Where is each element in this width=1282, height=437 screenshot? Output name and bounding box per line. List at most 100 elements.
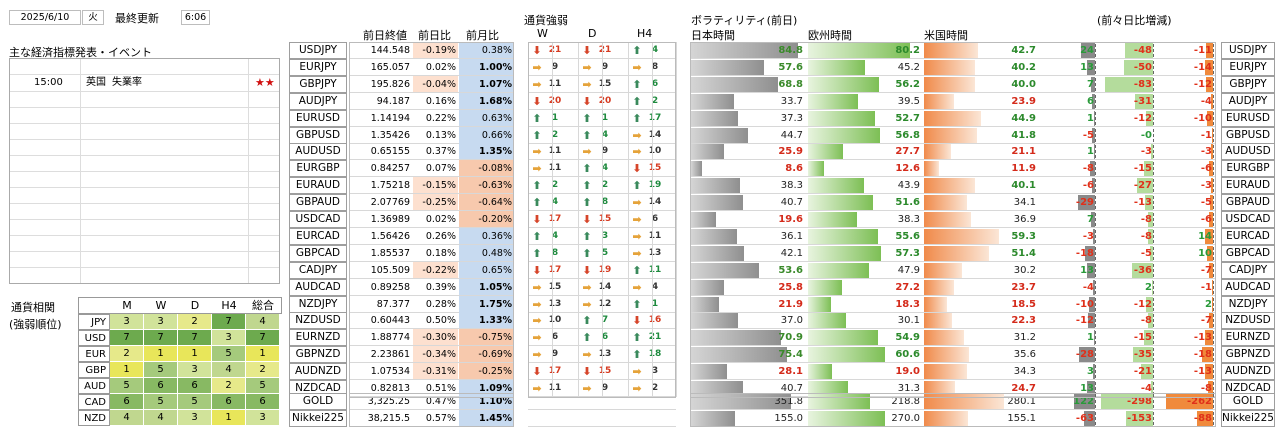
d2-bar xyxy=(1144,161,1153,176)
cell-divider xyxy=(552,245,553,262)
pair-label[interactable]: EURJPY xyxy=(289,59,347,76)
eu-bar xyxy=(808,94,858,109)
pair-label[interactable]: EURUSD xyxy=(289,110,347,127)
pair-label[interactable]: GBPJPY xyxy=(289,76,347,93)
jp-bar xyxy=(691,161,702,176)
d-arrow-icon: ⬆ xyxy=(582,179,592,192)
correlation-rank: 5 xyxy=(144,362,178,378)
jp-bar xyxy=(691,111,738,126)
day-change: 0.50% xyxy=(425,315,456,326)
pair-label-right[interactable]: Nikkei225 xyxy=(1221,410,1275,427)
pair-label[interactable]: EURAUD xyxy=(289,177,347,194)
cell-divider xyxy=(578,312,579,329)
cell-divider xyxy=(676,228,677,245)
pair-label-right[interactable]: GOLD xyxy=(1221,393,1275,410)
weekday-box: 火 xyxy=(82,10,104,25)
pair-label-right[interactable]: NZDJPY xyxy=(1221,296,1275,313)
pair-label-right[interactable]: NZDUSD xyxy=(1221,312,1275,329)
d2-value: -5 xyxy=(1140,248,1152,259)
correlation-rank: 1 xyxy=(246,346,280,362)
d3-axis xyxy=(1213,196,1214,209)
pair-label[interactable]: GBPNZD xyxy=(289,346,347,363)
d2-value: -8 xyxy=(1140,315,1152,326)
cell-divider xyxy=(602,380,603,397)
pair-label-right[interactable]: EURGBP xyxy=(1221,160,1275,177)
h-score: 14 xyxy=(648,197,662,207)
pair-label-right[interactable]: EURUSD xyxy=(1221,110,1275,127)
pair-label-right[interactable]: EURNZD xyxy=(1221,329,1275,346)
us-value: 40.0 xyxy=(1011,79,1036,90)
d1-axis xyxy=(1095,162,1096,175)
pair-label[interactable]: GBPUSD xyxy=(289,127,347,144)
w-score: 11 xyxy=(548,146,562,156)
d3-axis xyxy=(1213,213,1214,226)
pair-label-right[interactable]: GBPJPY xyxy=(1221,76,1275,93)
us-value: 34.3 xyxy=(1013,366,1036,377)
pair-label-right[interactable]: AUDNZD xyxy=(1221,363,1275,380)
month-change: 1.33% xyxy=(459,312,514,329)
jp-value: 36.1 xyxy=(780,231,803,242)
pair-label[interactable]: AUDUSD xyxy=(289,143,347,160)
row-divider xyxy=(690,345,1216,346)
pair-label[interactable]: AUDJPY xyxy=(289,93,347,110)
row-divider xyxy=(690,75,1216,76)
row-divider xyxy=(690,312,1216,313)
cell-divider xyxy=(602,211,603,228)
correlation-header: H4 xyxy=(221,299,237,312)
us-value: 36.9 xyxy=(1013,214,1036,225)
pair-label-right[interactable]: AUDUSD xyxy=(1221,143,1275,160)
d-score: 2 xyxy=(601,180,609,190)
d2-value: -3 xyxy=(1140,146,1152,157)
pair-label-right[interactable]: CADJPY xyxy=(1221,262,1275,279)
cell-divider xyxy=(578,59,579,76)
pair-label-right[interactable]: EURCAD xyxy=(1221,228,1275,245)
pair-label[interactable]: GBPCAD xyxy=(289,245,347,262)
h-score: 4 xyxy=(651,282,659,292)
pair-label[interactable]: NZDUSD xyxy=(289,312,347,329)
h-score: 21 xyxy=(648,332,662,342)
pair-label-right[interactable]: USDCAD xyxy=(1221,211,1275,228)
cell-divider xyxy=(676,110,677,127)
pair-label[interactable]: CADJPY xyxy=(289,262,347,279)
correlation-table: M W D H4 総合 JPY 3 3 2 7 4 USD 7 7 7 3 7 EUR 2 1 1 5 1 GBP 1 5 3 4 2 A… xyxy=(78,297,282,427)
pair-label-right[interactable]: EURJPY xyxy=(1221,59,1275,76)
pair-label[interactable]: EURNZD xyxy=(289,329,347,346)
weekday: 火 xyxy=(88,12,98,23)
pair-label[interactable]: EURGBP xyxy=(289,160,347,177)
cell-divider xyxy=(628,143,629,160)
w-score: 11 xyxy=(548,79,562,89)
pair-label[interactable]: AUDNZD xyxy=(289,363,347,380)
cell-divider xyxy=(578,329,579,346)
jp-value: 21.9 xyxy=(778,299,803,310)
pair-label[interactable]: Nikkei225 xyxy=(289,410,347,427)
pair-label-right[interactable]: AUDJPY xyxy=(1221,93,1275,110)
pair-label[interactable]: NZDJPY xyxy=(289,296,347,313)
d3-value: -12 xyxy=(1193,79,1212,90)
pair-label[interactable]: USDJPY xyxy=(289,42,347,59)
d-arrow-icon: ⬆ xyxy=(582,112,592,125)
correlation-rank: 7 xyxy=(178,330,212,346)
pair-label-right[interactable]: GBPAUD xyxy=(1221,194,1275,211)
jp-value: 57.6 xyxy=(778,62,803,73)
pair-label[interactable]: GOLD xyxy=(289,393,347,410)
d-arrow-icon: ➡ xyxy=(582,145,592,158)
pair-label-right[interactable]: USDJPY xyxy=(1221,42,1275,59)
pair-label[interactable]: NZDCAD xyxy=(289,380,347,397)
pair-label[interactable]: GBPAUD xyxy=(289,194,347,211)
d1-bar xyxy=(1078,195,1095,210)
pair-label-right[interactable]: GBPUSD xyxy=(1221,127,1275,144)
pair-label-right[interactable]: GBPCAD xyxy=(1221,245,1275,262)
correlation-currency: GBP xyxy=(78,362,110,378)
pair-label-right[interactable]: EURAUD xyxy=(1221,177,1275,194)
pair-label-right[interactable]: GBPNZD xyxy=(1221,346,1275,363)
pair-label[interactable]: AUDCAD xyxy=(289,279,347,296)
pair-label[interactable]: EURCAD xyxy=(289,228,347,245)
d-score: 1 xyxy=(601,113,609,123)
d1-value: 1 xyxy=(1087,146,1094,157)
pair-label[interactable]: USDCAD xyxy=(289,211,347,228)
correlation-currency: NZD xyxy=(78,410,110,426)
pair-label-right[interactable]: AUDCAD xyxy=(1221,279,1275,296)
correlation-rank: 1 xyxy=(110,362,144,378)
w-arrow-icon: ➡ xyxy=(532,298,542,311)
correlation-rank: 2 xyxy=(212,378,246,394)
